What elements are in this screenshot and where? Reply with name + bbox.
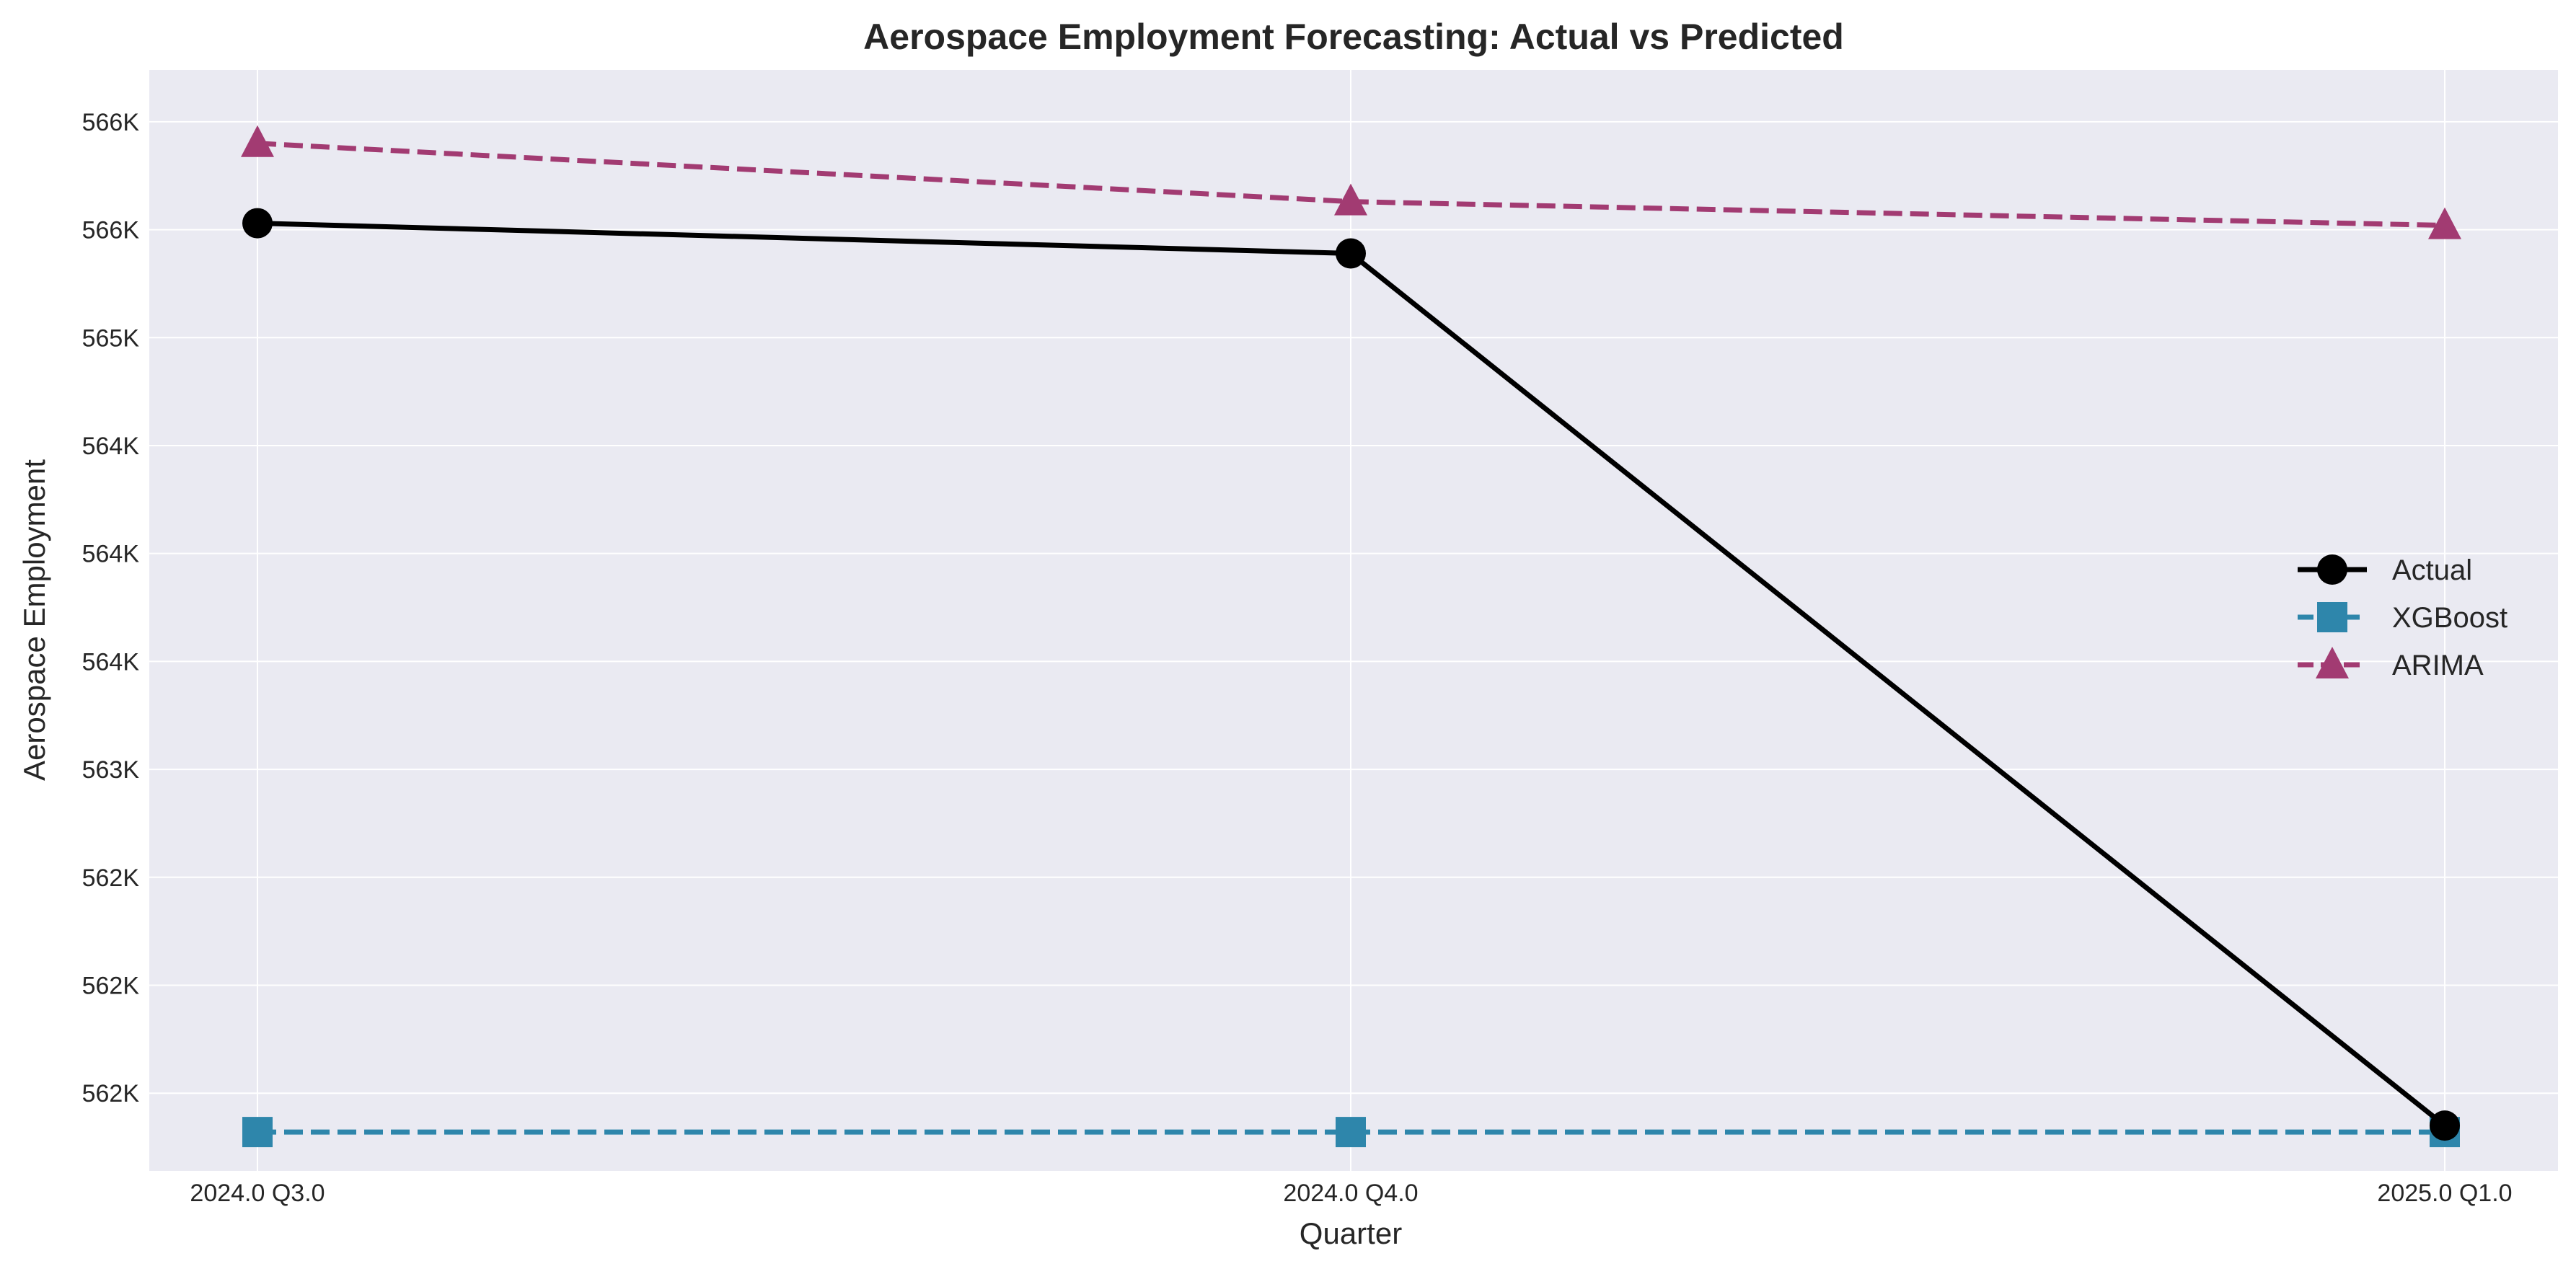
legend-item-arima: ARIMA (2298, 647, 2484, 681)
series-layer (241, 125, 2461, 1148)
series-actual (242, 208, 2460, 1141)
y-tick-label: 566K (82, 217, 140, 244)
legend-item-actual: Actual (2298, 554, 2472, 586)
y-axis-label: Aerospace Employment (17, 459, 51, 781)
x-axis-label: Quarter (1300, 1216, 1402, 1250)
x-axis-ticks: 2024.0 Q3.0 2024.0 Q4.0 2025.0 Q1.0 (190, 1180, 2512, 1207)
legend-label-xgboost: XGBoost (2392, 602, 2507, 634)
legend-marker-actual (2317, 554, 2347, 585)
legend-marker-xgboost (2317, 602, 2347, 632)
legend-item-xgboost: XGBoost (2298, 602, 2507, 634)
chart-title: Aerospace Employment Forecasting: Actual… (863, 17, 1844, 57)
actual-point (1336, 238, 1366, 269)
arima-point (241, 125, 274, 157)
plot-background (149, 70, 2558, 1171)
y-tick-label: 565K (82, 324, 140, 352)
y-tick-label: 566K (82, 109, 140, 136)
legend-marker-arima (2316, 647, 2349, 678)
y-tick-label: 564K (82, 433, 140, 460)
series-arima (241, 125, 2461, 239)
actual-point (2430, 1110, 2460, 1141)
x-tick-label: 2024.0 Q4.0 (1283, 1180, 1418, 1207)
xgboost-point (1336, 1117, 1366, 1148)
y-axis-ticks: 562K 562K 562K 563K 564K 564K 564K 565K 566K 566K (82, 109, 140, 1107)
actual-point (242, 208, 273, 239)
legend: Actual XGBoost ARIMA (2298, 554, 2507, 681)
legend-label-actual: Actual (2392, 554, 2472, 586)
y-tick-label: 562K (82, 864, 140, 892)
y-tick-label: 564K (82, 541, 140, 568)
y-tick-label: 562K (82, 1080, 140, 1107)
x-tick-label: 2024.0 Q3.0 (190, 1180, 325, 1207)
xgboost-point (242, 1117, 273, 1148)
legend-label-arima: ARIMA (2392, 650, 2484, 681)
y-tick-label: 563K (82, 756, 140, 784)
x-tick-label: 2025.0 Q1.0 (2377, 1180, 2512, 1207)
y-tick-label: 564K (82, 648, 140, 676)
y-tick-label: 562K (82, 973, 140, 1000)
arima-point (2428, 207, 2461, 239)
arima-point (1334, 183, 1367, 216)
